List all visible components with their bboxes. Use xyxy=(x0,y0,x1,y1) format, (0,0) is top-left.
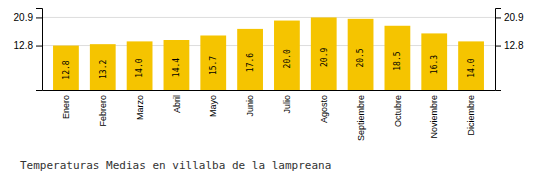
tick-mark xyxy=(495,17,501,18)
bar xyxy=(421,33,447,90)
tick: Marzo xyxy=(135,95,145,120)
tick-label: Febrero xyxy=(98,95,108,127)
tick-label: Julio xyxy=(282,95,292,114)
data-label: 20.9 xyxy=(320,48,329,67)
tick: 20.9 xyxy=(14,12,42,23)
bar xyxy=(237,29,263,90)
data-label: 20.5 xyxy=(356,48,365,67)
tick: Noviembre xyxy=(429,95,439,139)
tick: Agosto xyxy=(319,95,329,123)
tick-label: 12.8 xyxy=(14,40,34,51)
bar xyxy=(458,41,484,90)
tick-label: Noviembre xyxy=(429,95,439,139)
tick-label: 20.9 xyxy=(504,12,524,23)
tick: Septiembre xyxy=(356,95,366,141)
tick-label: Agosto xyxy=(319,95,329,123)
tick-label: Abril xyxy=(172,95,182,113)
data-label: 14.4 xyxy=(172,58,181,77)
tick-label: Septiembre xyxy=(356,95,366,141)
data-labels: 12.8 13.2 14.0 14.4 15.7 17.6 20.0 20.9 20.5 18.5… xyxy=(62,48,476,80)
tick-mark xyxy=(495,46,501,47)
axis-line xyxy=(496,9,502,91)
bar xyxy=(274,21,300,90)
tick-label: Diciembre xyxy=(466,95,476,136)
chart: 12.8 13.2 14.0 14.4 15.7 17.6 20.0 20.9 20.5 18.5… xyxy=(0,0,537,174)
title: Temperaturas Medias en villalba de la la… xyxy=(20,159,331,172)
tick: Julio xyxy=(282,95,292,114)
y2-axis: 12.8 20.9 xyxy=(495,9,524,91)
tick-label: Octubre xyxy=(393,95,403,127)
tick: 12.8 xyxy=(495,40,524,51)
data-label: 13.2 xyxy=(99,60,108,79)
bar xyxy=(127,41,153,90)
data-label: 18.5 xyxy=(393,51,402,70)
tick: Junio xyxy=(245,95,255,117)
tick: Febrero xyxy=(98,95,108,127)
tick-label: 20.9 xyxy=(14,12,34,23)
data-label: 17.6 xyxy=(246,53,255,72)
tick: Octubre xyxy=(393,95,403,127)
data-label: 16.3 xyxy=(430,55,439,74)
tick: 12.8 xyxy=(14,40,42,51)
tick-label: Marzo xyxy=(135,95,145,120)
y-axis: 12.8 20.9 xyxy=(14,9,43,91)
tick: Abril xyxy=(172,95,182,113)
data-label: 14.0 xyxy=(467,58,476,77)
data-label: 12.8 xyxy=(62,60,71,79)
tick: Enero xyxy=(61,95,71,119)
tick-label: Enero xyxy=(61,95,71,119)
data-label: 14.0 xyxy=(135,58,144,77)
tick: 20.9 xyxy=(495,12,524,23)
bar xyxy=(385,26,411,90)
tick-label: Mayo xyxy=(208,95,218,117)
plot: 12.8 13.2 14.0 14.4 15.7 17.6 20.0 20.9 20.5 18.5… xyxy=(14,9,524,142)
tick-mark xyxy=(36,17,42,18)
bar xyxy=(164,40,190,90)
bar xyxy=(200,35,226,90)
bar xyxy=(53,46,79,90)
tick: Mayo xyxy=(208,95,218,117)
bars xyxy=(53,17,484,90)
data-label: 15.7 xyxy=(209,56,218,75)
bar xyxy=(348,19,374,90)
bar xyxy=(90,44,116,90)
axis-line xyxy=(36,9,43,91)
x-axis: Enero Febrero Marzo Abril Mayo Junio Julio Agos… xyxy=(43,91,496,142)
tick-label: 12.8 xyxy=(504,40,524,51)
bar xyxy=(311,17,337,90)
tick-label: Junio xyxy=(245,95,255,117)
axis-line xyxy=(43,90,496,91)
grid-line xyxy=(42,17,495,18)
tick: Diciembre xyxy=(466,95,476,136)
data-label: 20.0 xyxy=(283,49,292,68)
tick-mark xyxy=(36,46,42,47)
